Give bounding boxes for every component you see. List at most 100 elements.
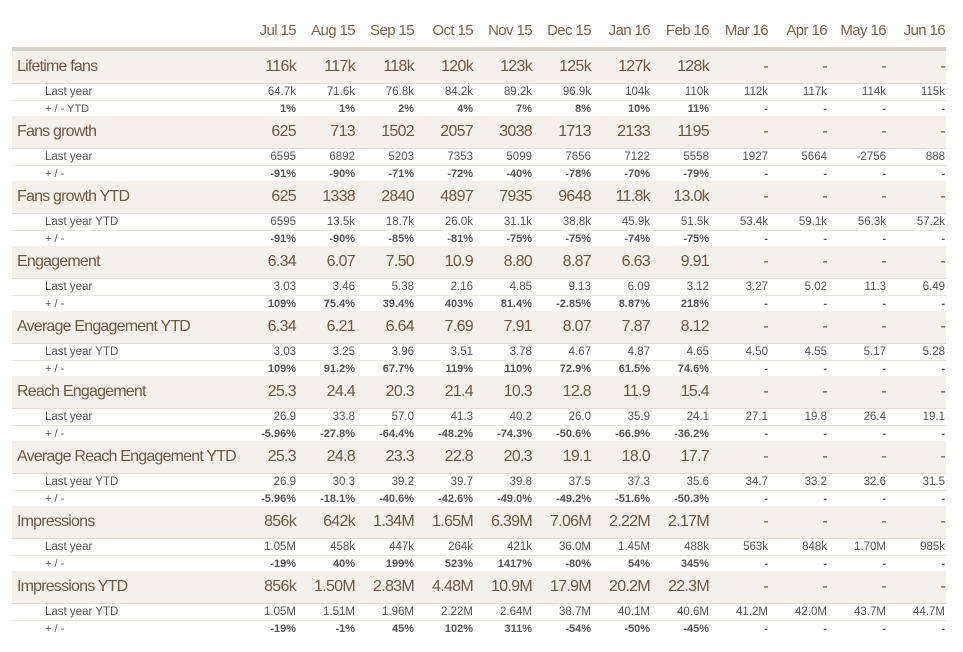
- last-year-value: 104k: [592, 83, 651, 101]
- last-year-value: 11.3: [828, 278, 887, 296]
- column-header-oct-15: Oct 15: [415, 14, 474, 51]
- last-year-value: 5558: [651, 148, 710, 166]
- last-year-value: 5099: [474, 148, 533, 166]
- metric-title: Average Reach Engagement YTD: [12, 441, 238, 474]
- change-value: 45%: [391, 622, 414, 635]
- metric-value: -: [887, 116, 946, 149]
- metric-value: 856k: [238, 571, 297, 604]
- change-row: + / - -5.96% -18.1% -40.6% -42.6% -49.0% -49.2…: [12, 491, 946, 507]
- change-value: 7%: [516, 102, 532, 115]
- last-year-value: 5.28: [887, 343, 946, 361]
- last-year-value: 848k: [769, 538, 828, 556]
- metric-value: 6.07: [297, 246, 356, 279]
- metric-value: -: [828, 181, 887, 214]
- last-year-value: 3.46: [297, 278, 356, 296]
- change-row: + / - -91% -90% -85% -81% -75% -75% -74% -75% - - -…: [12, 231, 946, 247]
- row-label: Last year: [12, 148, 238, 166]
- change-value: -: [764, 167, 768, 180]
- last-year-value: 43.7M: [828, 603, 887, 621]
- metric-value: -: [828, 506, 887, 539]
- metric-value: 1195: [651, 116, 710, 149]
- last-year-value: 2.16: [415, 278, 474, 296]
- change-value: 311%: [504, 622, 532, 635]
- metric-value: 2.83M: [356, 571, 415, 604]
- metric-value: 17.9M: [533, 571, 592, 604]
- metric-value: 6.34: [238, 246, 297, 279]
- metric-value: -: [769, 49, 828, 84]
- change-value: -78%: [565, 167, 591, 180]
- metric-value: -: [887, 571, 946, 604]
- change-row: + / - -5.96% -27.8% -64.4% -48.2% -74.3% -50.6…: [12, 426, 946, 442]
- metric-value: 21.4: [415, 376, 474, 409]
- metric-title: Fans growth YTD: [12, 181, 238, 214]
- metric-title: Engagement: [12, 246, 238, 279]
- last-year-value: 421k: [474, 538, 533, 556]
- change-value: -: [764, 427, 768, 440]
- metric-value: 118k: [356, 49, 415, 84]
- last-year-value: 39.2: [356, 473, 415, 491]
- last-year-value: 33.2: [769, 473, 828, 491]
- change-value: 39.4%: [382, 297, 414, 310]
- change-value: 1417%: [497, 557, 532, 570]
- metric-value: 13.0k: [651, 181, 710, 214]
- change-value: -85%: [388, 232, 414, 245]
- change-value: -: [764, 492, 768, 505]
- last-year-value: 76.8k: [356, 83, 415, 101]
- metric-row: Lifetime fans 116k 117k 118k 120k 123k 125k 127…: [12, 49, 946, 84]
- change-value: -42.6%: [438, 492, 473, 505]
- row-label: Last year YTD: [12, 213, 238, 231]
- last-year-value: 110k: [651, 83, 710, 101]
- last-year-value: 37.5: [533, 473, 592, 491]
- metric-value: 123k: [474, 49, 533, 84]
- metric-value: -: [769, 376, 828, 409]
- metric-value: -: [887, 506, 946, 539]
- metric-value: 2133: [592, 116, 651, 149]
- metric-value: 8.12: [651, 311, 710, 344]
- last-year-value: -2756: [828, 148, 887, 166]
- change-row: + / - 109% 91.2% 67.7% 119% 110% 72.9% 61.5% 74.…: [12, 361, 946, 377]
- last-year-value: 112k: [710, 83, 769, 101]
- metric-row: Reach Engagement 25.3 24.4 20.3 21.4 10.3 12.8…: [12, 376, 946, 409]
- change-value: -80%: [565, 557, 591, 570]
- change-value: -: [764, 557, 768, 570]
- last-year-value: 3.96: [356, 343, 415, 361]
- metric-value: 116k: [238, 49, 297, 84]
- last-year-value: 3.12: [651, 278, 710, 296]
- last-year-value: 39.8: [474, 473, 533, 491]
- metric-value: 17.7: [651, 441, 710, 474]
- last-year-value: 41.3: [415, 408, 474, 426]
- column-header-dec-15: Dec 15: [533, 14, 592, 51]
- change-value: -: [941, 167, 945, 180]
- metric-value: -: [828, 441, 887, 474]
- last-year-value: 9.13: [533, 278, 592, 296]
- change-value: 8%: [575, 102, 591, 115]
- table-body: Lifetime fans 116k 117k 118k 120k 123k 125k 127…: [12, 49, 946, 636]
- metric-value: 7.50: [356, 246, 415, 279]
- metric-value: 25.3: [238, 441, 297, 474]
- metric-value: 6.63: [592, 246, 651, 279]
- change-value: -72%: [447, 167, 473, 180]
- change-value: 91.2%: [323, 362, 355, 375]
- metric-value: 1.65M: [415, 506, 474, 539]
- change-value: 61.5%: [618, 362, 650, 375]
- metric-row: Average Reach Engagement YTD 25.3 24.8 23.3…: [12, 441, 946, 474]
- change-value: 110%: [504, 362, 532, 375]
- change-value: 4%: [457, 102, 473, 115]
- change-value: -48.2%: [438, 427, 473, 440]
- last-year-value: 56.3k: [828, 213, 887, 231]
- metric-value: 6.34: [238, 311, 297, 344]
- last-year-value: 5.38: [356, 278, 415, 296]
- change-value: -: [823, 427, 827, 440]
- change-value: 403%: [444, 297, 473, 310]
- metric-value: -: [710, 506, 769, 539]
- last-year-value: 26.0k: [415, 213, 474, 231]
- metric-value: -: [769, 246, 828, 279]
- metric-value: 20.3: [356, 376, 415, 409]
- last-year-value: 35.6: [651, 473, 710, 491]
- change-value: 67.7%: [382, 362, 414, 375]
- metric-value: 856k: [238, 506, 297, 539]
- change-value: -: [823, 102, 827, 115]
- metric-value: 117k: [297, 49, 356, 84]
- metric-value: 15.4: [651, 376, 710, 409]
- change-value: -: [941, 557, 945, 570]
